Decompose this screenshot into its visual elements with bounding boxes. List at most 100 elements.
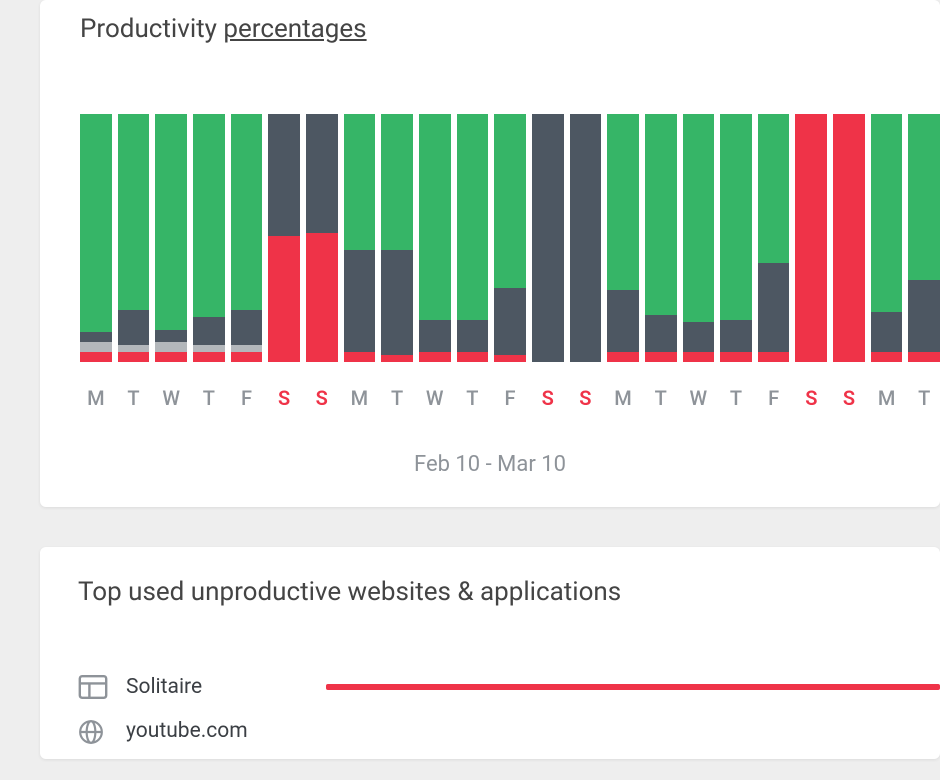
day-label: S <box>532 386 564 410</box>
chart-segment <box>908 352 940 362</box>
chart-segment <box>683 114 715 322</box>
chart-segment <box>720 320 752 352</box>
chart-segment <box>306 233 338 362</box>
chart-bar[interactable] <box>607 114 639 362</box>
unproductive-card: Top used unproductive websites & applica… <box>40 547 940 759</box>
chart-bar[interactable] <box>344 114 376 362</box>
day-label: T <box>118 386 150 410</box>
chart-segment <box>720 114 752 320</box>
app-usage-bar <box>326 684 940 690</box>
chart-bar[interactable] <box>80 114 112 362</box>
chart-segment <box>871 352 903 362</box>
chart-segment <box>193 345 225 352</box>
app-row[interactable]: youtube.com <box>78 709 940 753</box>
stacked-bar-chart <box>80 114 940 362</box>
chart-segment <box>118 345 150 352</box>
day-label: S <box>306 386 338 410</box>
chart-bar[interactable] <box>268 114 300 362</box>
chart-segment <box>344 352 376 362</box>
chart-segment <box>758 263 790 352</box>
chart-title-link[interactable]: percentages <box>223 14 366 44</box>
day-label: S <box>833 386 865 410</box>
chart-bar[interactable] <box>306 114 338 362</box>
chart-segment <box>80 342 112 352</box>
day-label: T <box>381 386 413 410</box>
chart-segment <box>720 352 752 362</box>
day-labels-row: MTWTFSSMTWTFSSMTWTFSSMT <box>40 386 940 410</box>
chart-bar[interactable] <box>457 114 489 362</box>
chart-segment <box>570 114 602 362</box>
chart-bar[interactable] <box>871 114 903 362</box>
chart-bar[interactable] <box>193 114 225 362</box>
day-label: T <box>457 386 489 410</box>
chart-bar[interactable] <box>532 114 564 362</box>
chart-segment <box>118 114 150 310</box>
chart-segment <box>607 290 639 352</box>
chart-bar[interactable] <box>231 114 263 362</box>
chart-segment <box>419 114 451 320</box>
day-label: M <box>344 386 376 410</box>
chart-segment <box>908 280 940 352</box>
chart-segment <box>381 114 413 250</box>
chart-bar[interactable] <box>494 114 526 362</box>
chart-segment <box>457 352 489 362</box>
chart-segment <box>155 330 187 342</box>
chart-bar[interactable] <box>645 114 677 362</box>
chart-bar[interactable] <box>381 114 413 362</box>
chart-segment <box>231 352 263 362</box>
chart-segment <box>795 114 827 362</box>
chart-segment <box>231 310 263 345</box>
day-label: M <box>871 386 903 410</box>
chart-segment <box>381 250 413 354</box>
chart-segment <box>683 352 715 362</box>
day-label: S <box>570 386 602 410</box>
day-label: F <box>758 386 790 410</box>
chart-segment <box>645 315 677 352</box>
chart-segment <box>268 114 300 236</box>
chart-segment <box>494 288 526 355</box>
chart-segment <box>268 236 300 362</box>
chart-segment <box>80 352 112 362</box>
chart-segment <box>457 114 489 320</box>
app-usage-bar <box>326 728 940 734</box>
day-label: S <box>795 386 827 410</box>
chart-bar[interactable] <box>833 114 865 362</box>
day-label: F <box>494 386 526 410</box>
window-icon <box>78 675 108 699</box>
chart-segment <box>193 352 225 362</box>
chart-segment <box>419 320 451 352</box>
chart-bar[interactable] <box>570 114 602 362</box>
day-label: F <box>231 386 263 410</box>
chart-segment <box>607 352 639 362</box>
chart-bar[interactable] <box>419 114 451 362</box>
chart-segment <box>871 312 903 352</box>
chart-bar[interactable] <box>118 114 150 362</box>
chart-bar[interactable] <box>758 114 790 362</box>
chart-segment <box>155 342 187 352</box>
chart-segment <box>155 352 187 362</box>
chart-segment <box>193 114 225 317</box>
chart-segment <box>155 114 187 330</box>
chart-segment <box>306 114 338 233</box>
chart-segment <box>645 352 677 362</box>
chart-segment <box>833 114 865 362</box>
day-label: T <box>908 386 940 410</box>
app-row[interactable]: Solitaire <box>78 665 940 709</box>
chart-segment <box>908 114 940 280</box>
chart-segment <box>607 114 639 290</box>
chart-bar[interactable] <box>155 114 187 362</box>
chart-segment <box>231 345 263 352</box>
chart-segment <box>231 114 263 310</box>
chart-segment <box>494 355 526 362</box>
chart-segment <box>494 114 526 288</box>
chart-bar[interactable] <box>720 114 752 362</box>
app-usage-bar-fill <box>326 684 940 690</box>
day-label: M <box>607 386 639 410</box>
chart-segment <box>381 355 413 362</box>
date-range-label: Feb 10 - Mar 10 <box>40 452 940 477</box>
chart-bar[interactable] <box>795 114 827 362</box>
chart-segment <box>344 250 376 352</box>
chart-bar[interactable] <box>683 114 715 362</box>
chart-bar[interactable] <box>908 114 940 362</box>
globe-icon <box>78 719 108 743</box>
